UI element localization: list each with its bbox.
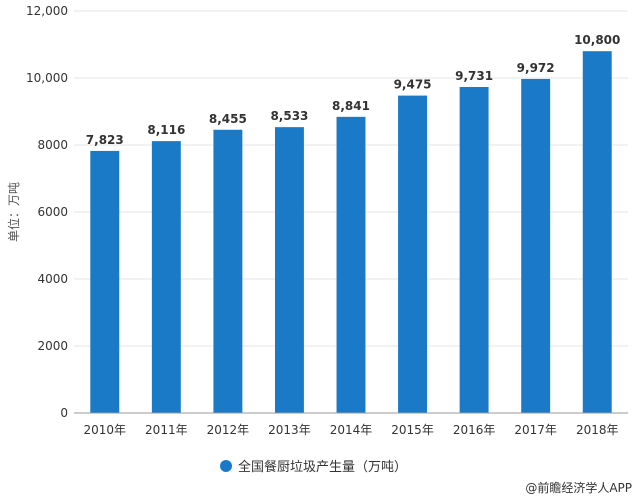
bar bbox=[582, 51, 612, 413]
bar bbox=[459, 87, 489, 413]
x-tick-label: 2018年 bbox=[576, 423, 619, 437]
data-label: 8,533 bbox=[270, 109, 308, 123]
data-label: 9,475 bbox=[394, 78, 432, 92]
x-tick-label: 2012年 bbox=[207, 423, 250, 437]
x-tick-label: 2017年 bbox=[514, 423, 557, 437]
bar bbox=[151, 141, 181, 413]
x-tick-label: 2011年 bbox=[145, 423, 188, 437]
y-tick-label: 10,000 bbox=[26, 71, 68, 85]
y-tick-label: 8000 bbox=[37, 138, 68, 152]
bar bbox=[90, 150, 120, 413]
x-tick-label: 2013年 bbox=[268, 423, 311, 437]
data-label: 10,800 bbox=[574, 33, 620, 47]
x-tick-label: 2016年 bbox=[453, 423, 496, 437]
x-tick-labels: 2010年 2011年 2012年 2013年 2014年 2015年 2016年 2017年… bbox=[84, 423, 619, 437]
data-label: 9,972 bbox=[517, 61, 555, 75]
legend-label: 全国餐厨垃圾产生量（万吨） bbox=[238, 459, 407, 475]
y-tick-label: 0 bbox=[60, 406, 68, 420]
footer-credit: @前瞻经济学人APP bbox=[525, 481, 632, 495]
y-tick-label: 12,000 bbox=[26, 4, 68, 18]
x-tick-label: 2015年 bbox=[391, 423, 434, 437]
x-tick-label: 2010年 bbox=[84, 423, 127, 437]
legend-marker bbox=[220, 460, 232, 472]
data-label: 9,731 bbox=[455, 69, 493, 83]
y-tick-label: 2000 bbox=[37, 339, 68, 353]
bar bbox=[213, 129, 243, 413]
data-label: 8,455 bbox=[209, 112, 247, 126]
legend: 全国餐厨垃圾产生量（万吨） bbox=[220, 459, 407, 475]
bar bbox=[398, 95, 428, 414]
y-tick-label: 6000 bbox=[37, 205, 68, 219]
bar bbox=[336, 116, 366, 413]
x-tick-label: 2014年 bbox=[330, 423, 373, 437]
data-labels: 7,823 8,116 8,455 8,533 8,841 9,475 9,731 9,972… bbox=[86, 33, 621, 147]
data-label: 8,841 bbox=[332, 99, 370, 113]
data-label: 7,823 bbox=[86, 133, 124, 147]
bar bbox=[521, 78, 551, 414]
bar bbox=[274, 127, 304, 413]
data-label: 8,116 bbox=[147, 123, 185, 137]
bars bbox=[90, 51, 612, 414]
y-axis-label: 单位：万吨 bbox=[6, 182, 21, 242]
y-tick-label: 4000 bbox=[37, 272, 68, 286]
y-tick-labels: 0 2000 4000 6000 8000 10,000 12,000 bbox=[26, 4, 68, 420]
